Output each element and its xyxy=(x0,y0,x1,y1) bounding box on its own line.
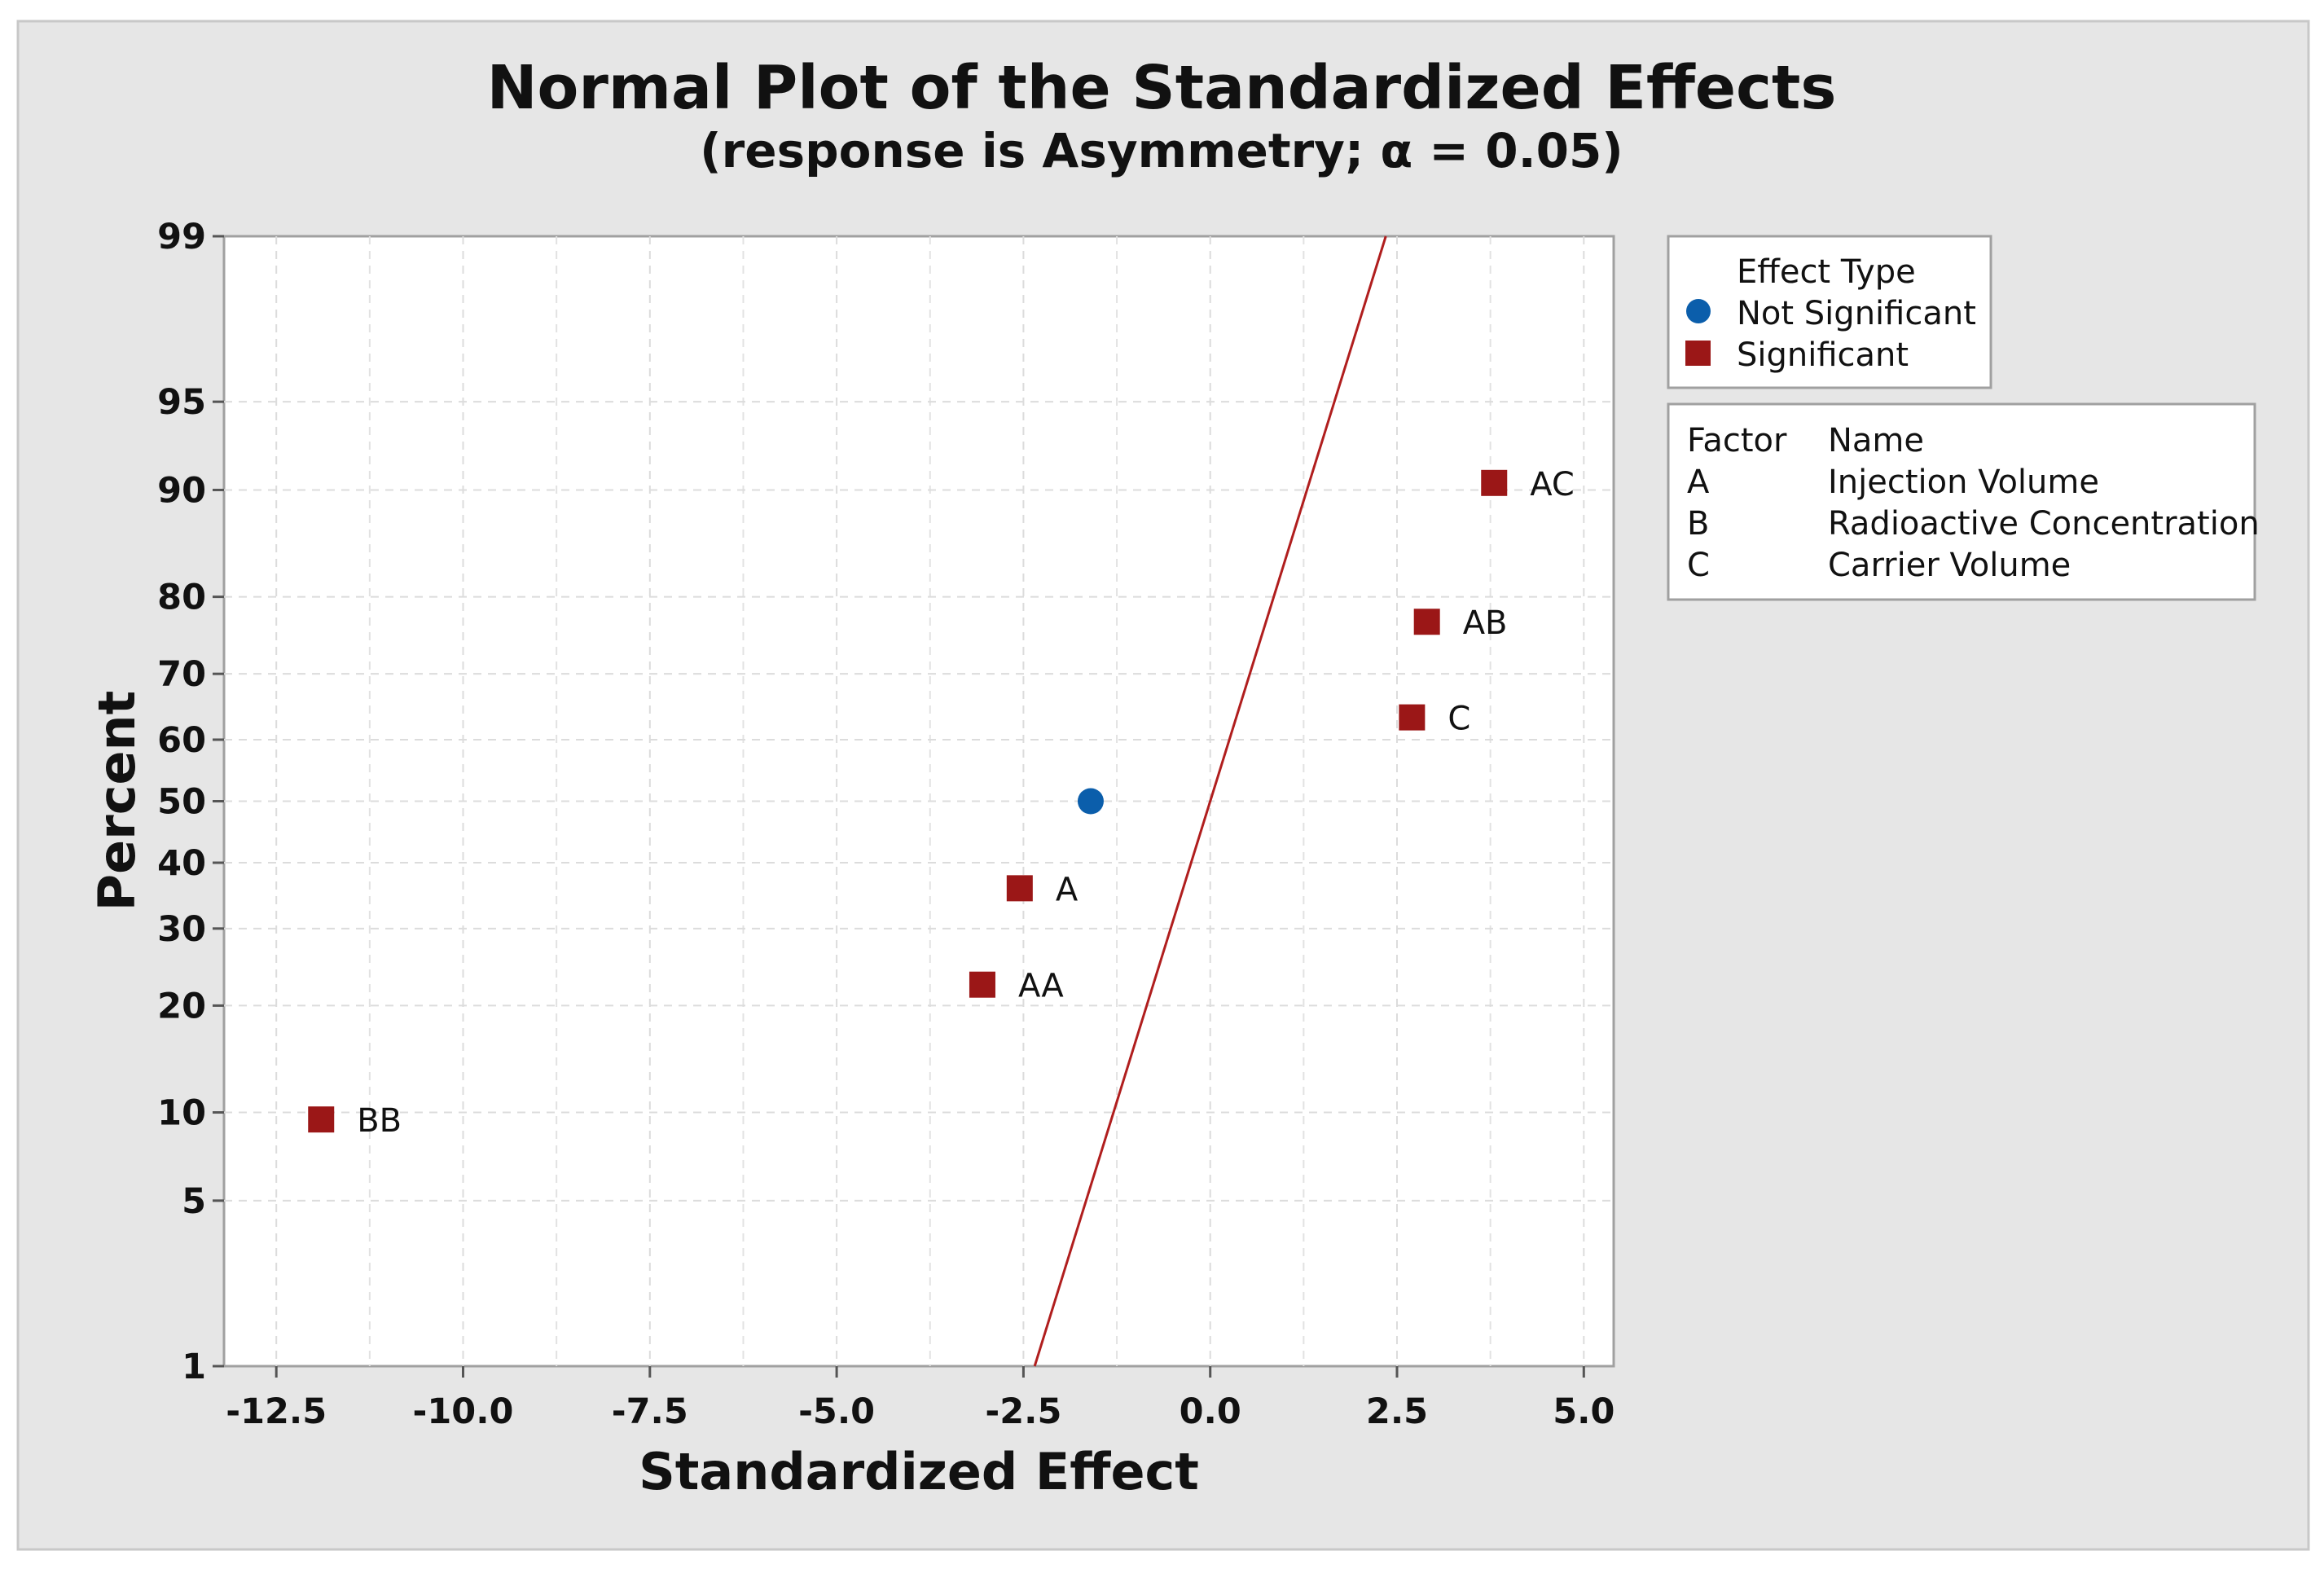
legend-name-b: Radioactive Concentration xyxy=(1828,505,2260,543)
y-tick-label: 60 xyxy=(157,720,206,761)
legend-factor-a: A xyxy=(1687,464,1710,501)
chart-title: Normal Plot of the Standardized Effects xyxy=(487,53,1837,123)
legend-significant-marker xyxy=(1685,341,1711,366)
point-significant-a xyxy=(1006,875,1033,902)
legend-effect-title: Effect Type xyxy=(1737,253,1916,291)
point-significant-c xyxy=(1399,704,1426,731)
legend-factor-header: Factor xyxy=(1687,422,1787,459)
x-tick-label: 5.0 xyxy=(1553,1391,1614,1432)
legend-not-significant-marker xyxy=(1686,299,1711,323)
legend-name-header: Name xyxy=(1828,422,1924,459)
point-significant-ac xyxy=(1481,469,1508,496)
x-axis-title: Standardized Effect xyxy=(639,1442,1199,1501)
x-tick-label: -10.0 xyxy=(413,1391,514,1432)
y-tick-label: 99 xyxy=(157,217,206,257)
y-tick-label: 5 xyxy=(182,1181,206,1222)
y-tick-label: 20 xyxy=(157,986,206,1026)
legend-name-c: Carrier Volume xyxy=(1828,547,2071,584)
x-tick-label: -7.5 xyxy=(612,1391,688,1432)
x-tick-label: -12.5 xyxy=(226,1391,327,1432)
y-tick-label: 90 xyxy=(157,470,206,511)
legend-factor-c: C xyxy=(1687,547,1710,584)
y-axis-title: Percent xyxy=(87,691,147,912)
legend-factors-box xyxy=(1667,402,2256,601)
point-label-ab: AB xyxy=(1463,604,1508,642)
chart-subtitle: (response is Asymmetry; α = 0.05) xyxy=(700,123,1623,178)
legend-effect-box xyxy=(1667,235,1992,389)
y-tick-label: 1 xyxy=(182,1347,206,1387)
legend-factors: Factor Name A Injection Volume B Radioac… xyxy=(1667,402,2260,601)
y-tick-label: 95 xyxy=(157,382,206,423)
reference-line xyxy=(1033,235,1387,1367)
legend-factor-b: B xyxy=(1687,505,1709,543)
point-label-aa: AA xyxy=(1018,968,1064,1005)
point-significant-aa xyxy=(969,971,995,998)
legend-name-a: Injection Volume xyxy=(1828,464,2099,501)
legend-significant-label: Significant xyxy=(1737,336,1909,374)
x-tick-label: -5.0 xyxy=(798,1391,875,1432)
point-label-bb: BB xyxy=(357,1102,402,1140)
y-tick-label: 10 xyxy=(157,1093,206,1134)
point-label-a: A xyxy=(1056,871,1079,908)
y-tick-label: 40 xyxy=(157,843,206,884)
x-tick-label: 0.0 xyxy=(1180,1391,1241,1432)
point-label-c: C xyxy=(1448,701,1470,738)
point-significant-ab xyxy=(1413,609,1440,635)
legend-not-significant-label: Not Significant xyxy=(1737,295,1976,332)
axes: -12.5 -10.0 -7.5 -5.0 -2.5 0.0 2.5 5.0 1 5 10 20 30 4… xyxy=(157,217,1614,1432)
point-not-significant xyxy=(1077,788,1104,815)
y-tick-label: 50 xyxy=(157,782,206,823)
legend-effect-type: Effect Type Not Significant Significant xyxy=(1667,235,1992,389)
y-tick-label: 30 xyxy=(157,909,206,950)
y-tick-label: 70 xyxy=(157,654,206,695)
x-tick-label: 2.5 xyxy=(1366,1391,1428,1432)
y-tick-label: 80 xyxy=(157,578,206,618)
point-significant-bb xyxy=(308,1106,335,1133)
point-label-ac: AC xyxy=(1530,466,1575,503)
grid-lines xyxy=(224,236,1614,1366)
x-tick-label: -2.5 xyxy=(985,1391,1061,1432)
